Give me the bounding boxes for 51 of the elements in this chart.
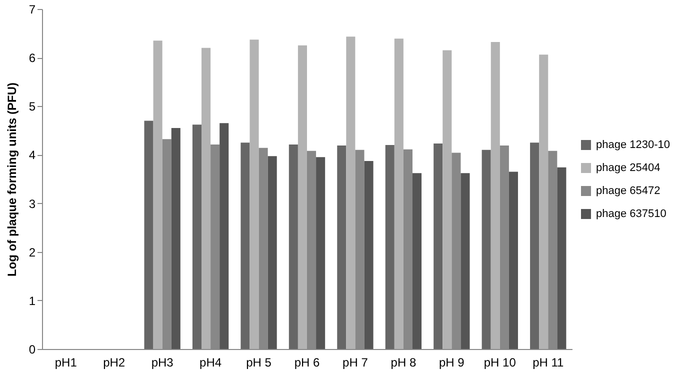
x-tick-label: pH 9 <box>438 356 465 370</box>
bar <box>220 123 229 349</box>
y-tick-label: 3 <box>28 196 36 211</box>
bar <box>202 48 211 349</box>
x-tick-label: pH 6 <box>294 356 320 370</box>
bar <box>460 173 470 349</box>
bar <box>394 38 404 349</box>
bar <box>490 42 500 349</box>
bar <box>288 144 298 349</box>
bar <box>192 124 202 349</box>
y-tick-label: 0 <box>28 342 36 356</box>
x-tick-label: pH1 <box>54 356 78 370</box>
bar <box>153 40 162 349</box>
legend-label: phage 25404 <box>596 162 660 174</box>
bar <box>434 144 443 349</box>
bar <box>442 50 452 349</box>
bar <box>482 150 491 349</box>
y-tick-label: 7 <box>28 2 36 16</box>
legend-label: phage 1230-10 <box>596 139 670 151</box>
bar <box>557 167 566 349</box>
bar <box>385 145 394 349</box>
x-tick-label: pH 7 <box>342 356 368 370</box>
bar <box>412 173 422 349</box>
y-tick-label: 1 <box>28 294 36 308</box>
y-tick-label: 6 <box>28 51 36 66</box>
bar <box>337 145 346 349</box>
x-tick-label: pH 8 <box>390 356 416 370</box>
bar <box>268 156 277 349</box>
bar <box>298 45 307 349</box>
bar <box>171 128 180 349</box>
x-tick-label: pH 5 <box>246 356 272 370</box>
bar <box>508 172 518 349</box>
legend-label: phage 65472 <box>596 185 660 197</box>
y-tick-label: 5 <box>28 100 36 114</box>
y-tick-label: 2 <box>28 245 36 260</box>
y-axis-title: Log of plaque forming units (PFU) <box>4 82 19 276</box>
x-tick-label: pH3 <box>151 356 174 370</box>
bar <box>250 40 259 349</box>
bar <box>364 161 374 349</box>
x-tick-label: pH2 <box>103 356 126 370</box>
bar <box>240 142 250 349</box>
x-tick-label: pH 10 <box>484 356 516 370</box>
legend-label: phage 637510 <box>596 208 666 220</box>
bar <box>530 142 540 349</box>
bar <box>346 36 356 349</box>
y-tick-label: 4 <box>28 148 36 162</box>
x-tick-label: pH 11 <box>532 356 564 370</box>
bar <box>144 120 154 349</box>
bar <box>539 54 548 349</box>
x-tick-label: pH4 <box>200 356 222 370</box>
bar <box>316 157 326 349</box>
